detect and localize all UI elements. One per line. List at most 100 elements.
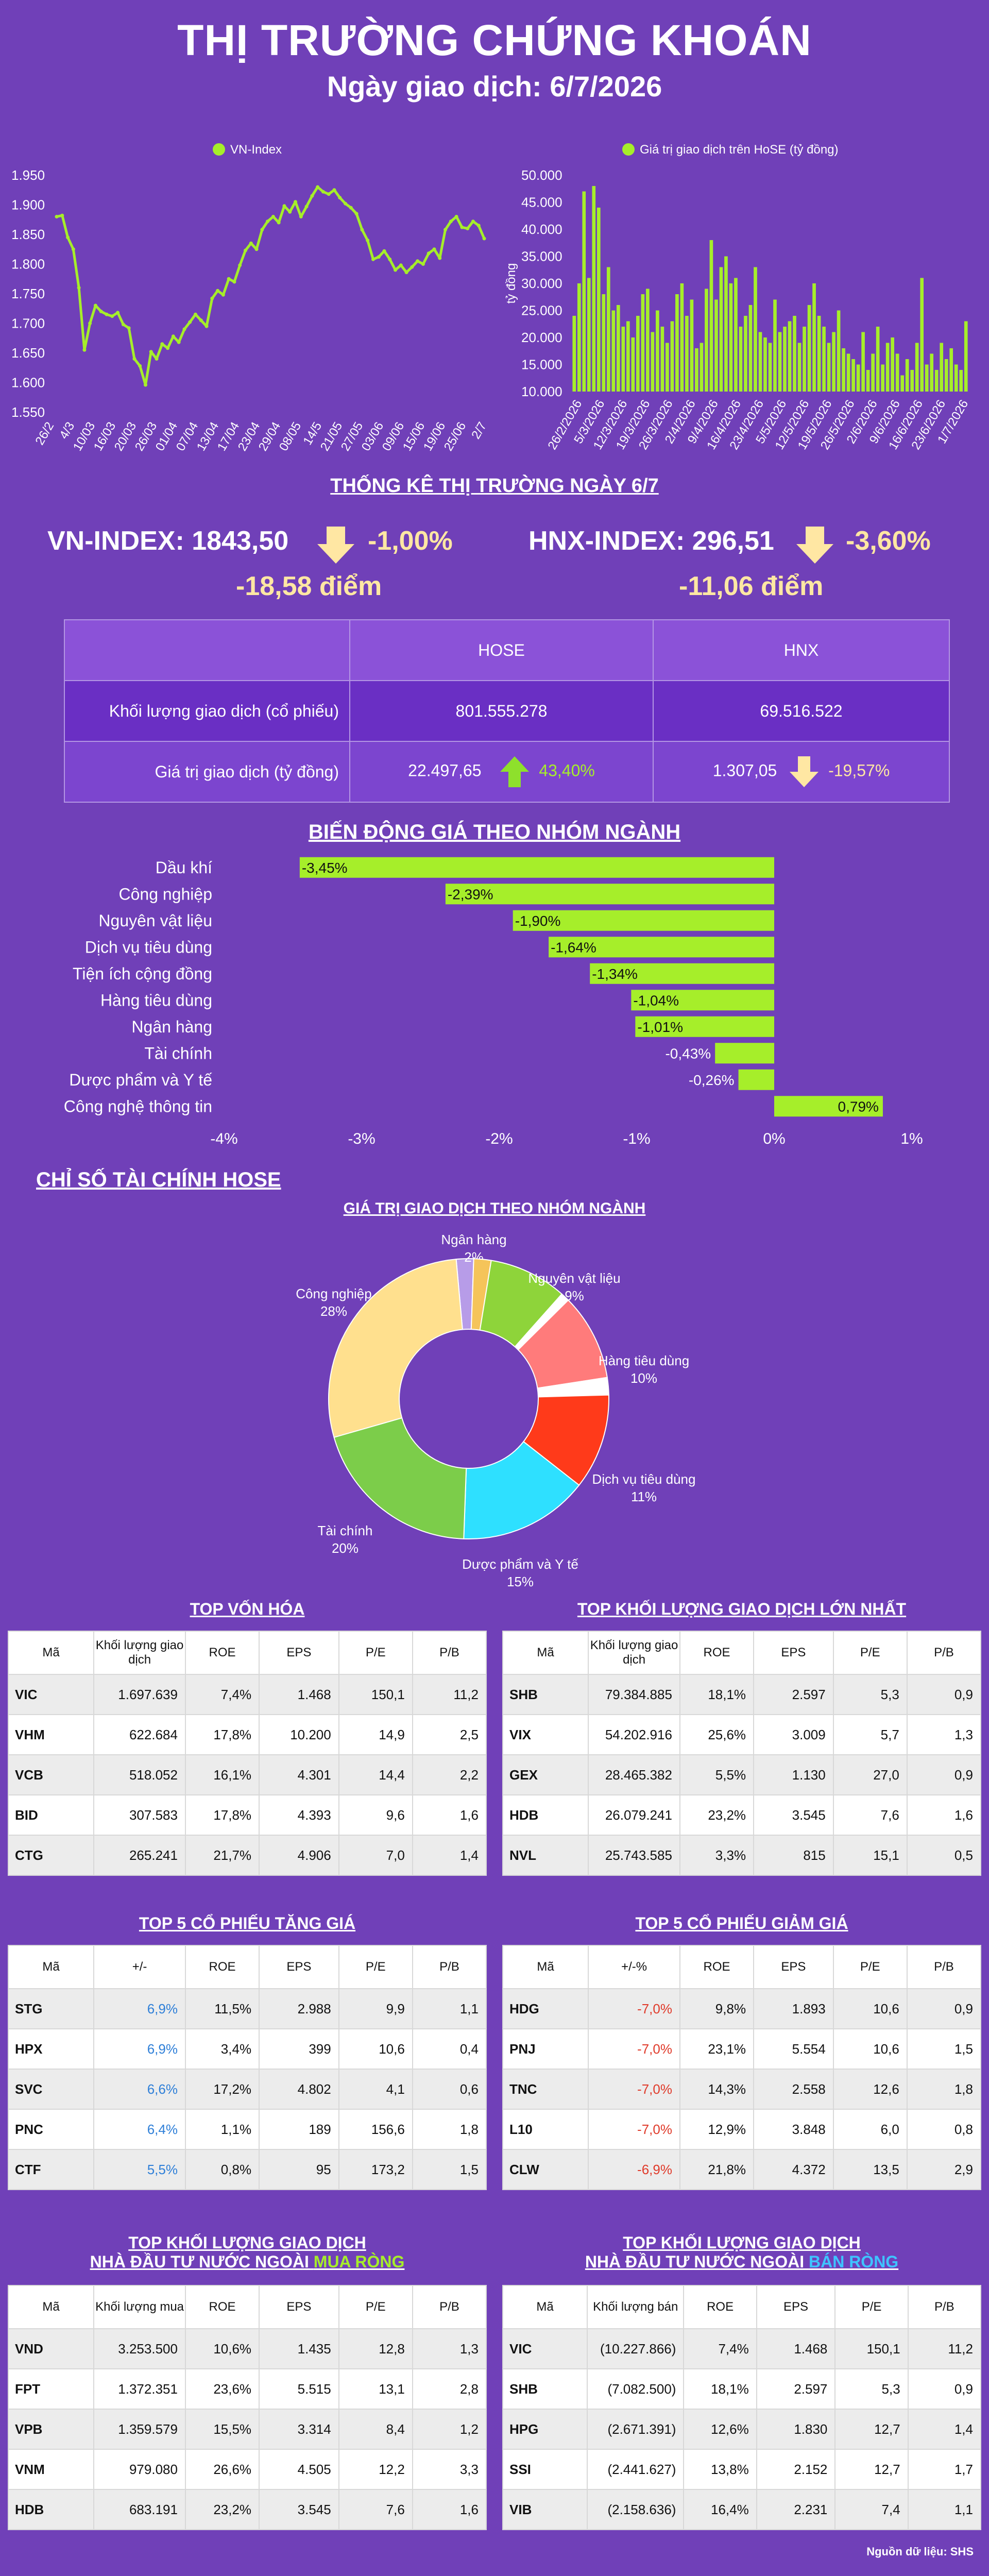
table-cell: 23,2% <box>184 2489 260 2530</box>
value-bar <box>788 321 792 392</box>
table-row: VNM 979.080 26,6% 4.505 12,2 3,3 <box>7 2449 487 2490</box>
table-header-row: Mã Khối lượng bán ROE EPS P/E P/B <box>502 2285 982 2329</box>
vnindex-point <box>266 219 270 224</box>
value-bar <box>812 283 816 392</box>
value-y-tick: 45.000 <box>521 195 562 210</box>
table-header-row: Mã +/-% ROE EPS P/E P/B <box>502 1945 982 1989</box>
value-bar <box>797 343 802 392</box>
value-bar <box>861 332 865 392</box>
table-cell: 15,5% <box>184 2409 260 2450</box>
table-row: SSI (2.441.627) 13,8% 2.152 12,7 1,7 <box>502 2449 982 2490</box>
sector-bar <box>715 1043 774 1064</box>
table-cell: 399 <box>259 2028 339 2070</box>
value-bar <box>763 337 767 392</box>
table-cell: 1.830 <box>756 2409 836 2450</box>
vnindex-y-tick: 1.950 <box>11 167 45 183</box>
vnindex-y-tick: 1.750 <box>11 286 45 301</box>
table-header-cell: Mã <box>502 2285 588 2329</box>
table-row: VHM 622.684 17,8% 10.200 14,9 2,5 <box>7 1714 487 1755</box>
table-row: BID 307.583 17,8% 4.393 9,6 1,6 <box>7 1794 487 1836</box>
table-cell: 2,5 <box>412 1714 487 1755</box>
financial-table: Mã Khối lượng giao dịch ROE EPS P/E P/B SHB 79.… <box>502 1631 982 1876</box>
sector-value-label: -0,26% <box>689 1072 735 1088</box>
table-cell: 3,4% <box>184 2028 260 2070</box>
table-row: VIC (10.227.866) 7,4% 1.468 150,1 11,2 <box>502 2328 982 2369</box>
hnxindex-down-arrow-icon <box>796 527 833 564</box>
vnindex-point <box>299 215 303 218</box>
table-cell: 173,2 <box>338 2149 413 2190</box>
value-bar <box>934 370 939 392</box>
value-bar <box>690 299 694 392</box>
sector-category-label: Dịch vụ tiêu dùng <box>85 938 212 956</box>
table-title-text: TOP VỐN HÓA <box>190 1600 305 1618</box>
vnindex-point <box>338 196 342 200</box>
value-bar <box>837 310 841 392</box>
vnindex-point <box>105 312 109 316</box>
value-bar <box>944 359 948 392</box>
table-cell: 1.893 <box>753 1988 834 2029</box>
sector-bar <box>549 937 774 958</box>
ticker-cell: CLW <box>502 2149 589 2190</box>
ticker-cell: PNJ <box>502 2028 589 2070</box>
table-header-cell: P/E <box>338 1945 413 1989</box>
value-legend-label: Giá trị giao dịch trên HoSE (tỷ đồng) <box>640 143 839 157</box>
value-bar <box>744 316 747 392</box>
table-title: TOP VỐN HÓA <box>8 1600 487 1619</box>
table-header-cell: EPS <box>753 1631 834 1675</box>
table-header-cell: P/E <box>834 2285 909 2329</box>
table-cell: 0,9 <box>906 1754 982 1795</box>
table-cell: (2.671.391) <box>587 2409 685 2450</box>
table-header-cell: +/- <box>93 1945 186 1989</box>
value-y-tick: 10.000 <box>521 384 562 399</box>
vnindex-line-chart: VN-Index 1.950 1.900 1.850 1.800 1.750 1.700 1.… <box>11 143 489 453</box>
value-bar <box>641 294 645 392</box>
ticker-cell: PNC <box>7 2109 95 2150</box>
value-bar <box>885 343 890 392</box>
vnindex-point <box>349 206 353 210</box>
value-bar <box>954 364 958 392</box>
table-title-line1: TOP KHỐI LƯỢNG GIAO DỊCH <box>128 2233 366 2252</box>
value-bar <box>895 353 899 392</box>
value-bar <box>582 191 586 392</box>
sector-value-label: -1,90% <box>515 913 561 929</box>
value-bar <box>646 289 650 392</box>
value-bar <box>631 337 635 392</box>
donut-slice-percent: 10% <box>630 1370 657 1386</box>
value-bar <box>856 364 860 392</box>
table-cell: (2.441.627) <box>587 2449 685 2490</box>
vnindex-point <box>121 323 125 327</box>
table-cell: 11,2 <box>907 2328 982 2369</box>
value-bar <box>964 321 968 392</box>
table-cell: 7,4% <box>683 2328 757 2369</box>
table-cell: 6,4% <box>93 2109 186 2150</box>
financial-table: Mã Khối lượng giao dịch ROE EPS P/E P/B VIC 1.6… <box>7 1631 487 1876</box>
table-cell: 26.079.241 <box>588 1794 680 1836</box>
value-bar <box>685 316 689 392</box>
table-cell: 1.697.639 <box>93 1674 186 1715</box>
table-cell: 2,9 <box>906 2149 982 2190</box>
value-bar <box>891 337 894 392</box>
sector-value-donut-chart: GIÁ TRỊ GIAO DỊCH THEO NHÓM NGÀNH Ngân hà… <box>296 1199 695 1589</box>
stats-header-hose: HOSE <box>349 619 654 681</box>
value-bar <box>739 327 743 392</box>
vnindex-point <box>155 357 159 361</box>
value-bar <box>822 327 826 392</box>
table-cell: 189 <box>259 2109 339 2150</box>
value-y-tick: 35.000 <box>521 249 562 264</box>
table-cell: 1,1 <box>412 1988 487 2029</box>
table-header-cell: Mã <box>7 1945 95 1989</box>
table-cell: 5,7 <box>832 1714 908 1755</box>
vnindex-point <box>188 320 192 324</box>
sector-x-tick: -2% <box>485 1130 513 1147</box>
value-bar <box>773 299 777 392</box>
vnindex-point <box>227 277 231 281</box>
table-header-cell: P/E <box>832 1945 908 1989</box>
value-bar <box>905 359 909 392</box>
table-title: TOP 5 CỔ PHIẾU TĂNG GIÁ <box>8 1914 487 1933</box>
table-cell: 9,9 <box>338 1988 413 2029</box>
table-header-cell: Mã <box>502 1945 589 1989</box>
table-cell: 150,1 <box>834 2328 909 2369</box>
ticker-cell: HPG <box>502 2409 588 2450</box>
stats-hnx-value: 1.307,05 <box>712 761 777 780</box>
ticker-cell: SVC <box>7 2069 95 2110</box>
